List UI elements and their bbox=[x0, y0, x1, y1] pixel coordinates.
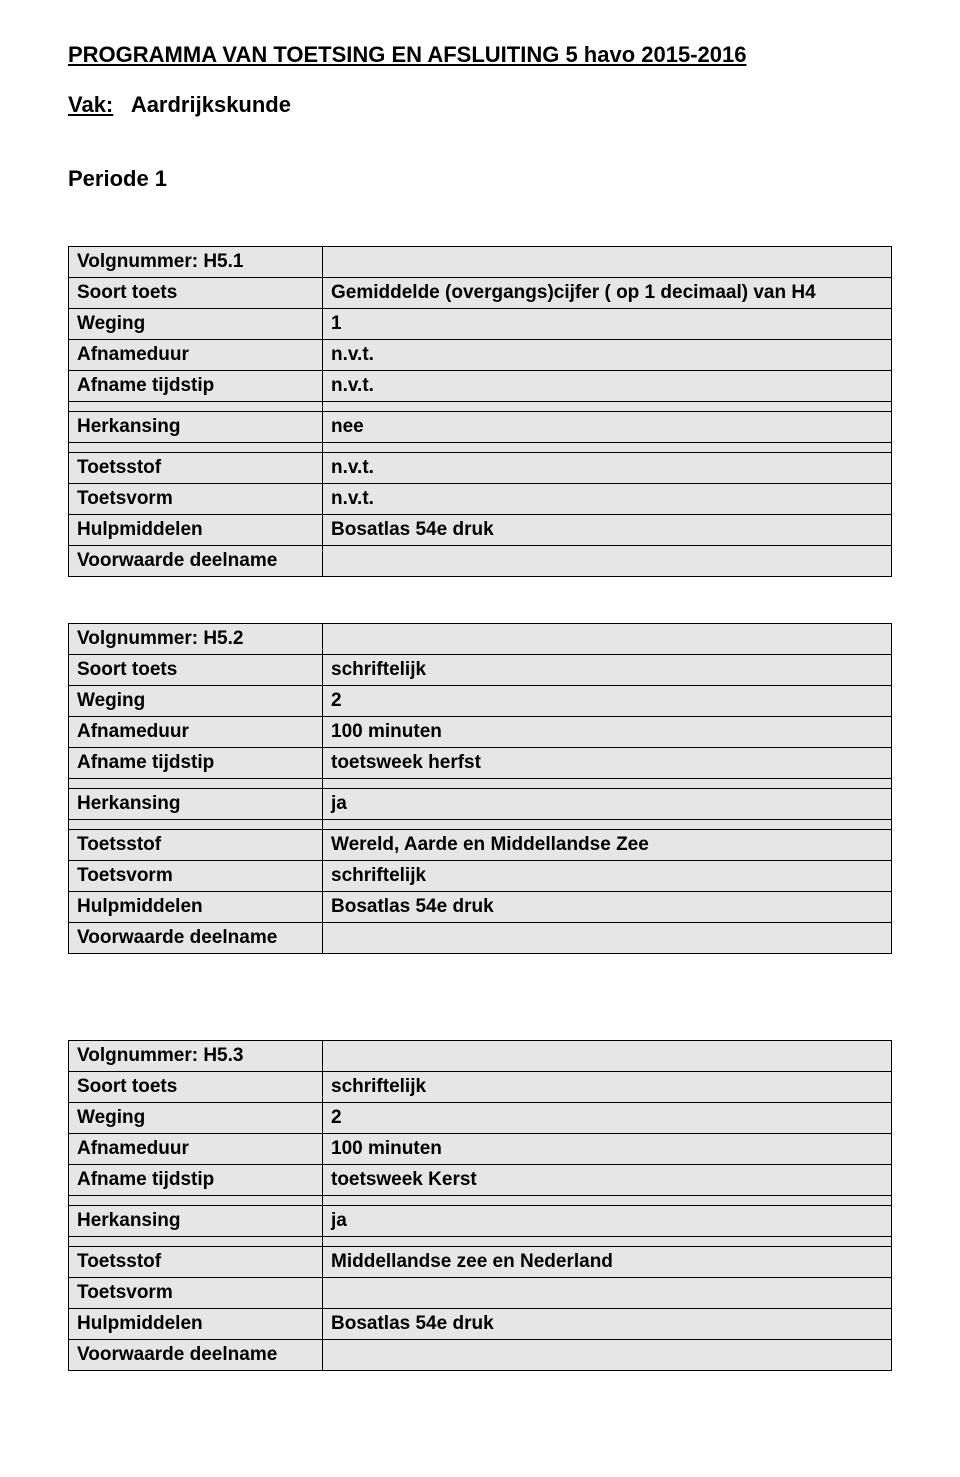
hulpmiddelen-label: Hulpmiddelen bbox=[69, 892, 323, 923]
afname-tijdstip-value: n.v.t. bbox=[323, 371, 892, 402]
afnameduur-label: Afnameduur bbox=[69, 340, 323, 371]
volgnummer-value: H5.1 bbox=[203, 251, 243, 272]
volgnummer-cell: Volgnummer: H5.3 bbox=[69, 1041, 323, 1072]
weging-value: 1 bbox=[323, 309, 892, 340]
weging-value: 2 bbox=[323, 686, 892, 717]
periode-heading: Periode 1 bbox=[68, 166, 892, 192]
voorwaarde-label: Voorwaarde deelname bbox=[69, 1340, 323, 1371]
volgnummer-label: Volgnummer: bbox=[77, 1045, 198, 1066]
afname-tijdstip-value: toetsweek herfst bbox=[323, 748, 892, 779]
weging-label: Weging bbox=[69, 1103, 323, 1134]
volgnummer-cell: Volgnummer: H5.1 bbox=[69, 247, 323, 278]
volgnummer-label: Volgnummer: bbox=[77, 628, 198, 649]
volgnummer-value: H5.2 bbox=[203, 628, 243, 649]
herkansing-value: nee bbox=[323, 412, 892, 443]
voorwaarde-value bbox=[323, 1340, 892, 1371]
herkansing-label: Herkansing bbox=[69, 789, 323, 820]
afname-tijdstip-label: Afname tijdstip bbox=[69, 1165, 323, 1196]
voorwaarde-value bbox=[323, 923, 892, 954]
subject-line: Vak: Aardrijkskunde bbox=[68, 92, 892, 118]
subject-value: Aardrijkskunde bbox=[131, 92, 291, 117]
voorwaarde-label: Voorwaarde deelname bbox=[69, 546, 323, 577]
assessment-block: Volgnummer: H5.1 Soort toets Gemiddelde … bbox=[68, 246, 892, 577]
afname-tijdstip-label: Afname tijdstip bbox=[69, 748, 323, 779]
hulpmiddelen-value: Bosatlas 54e druk bbox=[323, 892, 892, 923]
weging-value: 2 bbox=[323, 1103, 892, 1134]
toetsstof-label: Toetsstof bbox=[69, 1247, 323, 1278]
weging-label: Weging bbox=[69, 309, 323, 340]
toetsstof-value: Wereld, Aarde en Middellandse Zee bbox=[323, 830, 892, 861]
volgnummer-empty bbox=[323, 624, 892, 655]
hulpmiddelen-label: Hulpmiddelen bbox=[69, 1309, 323, 1340]
herkansing-label: Herkansing bbox=[69, 1206, 323, 1237]
afname-tijdstip-value: toetsweek Kerst bbox=[323, 1165, 892, 1196]
voorwaarde-value bbox=[323, 546, 892, 577]
herkansing-value: ja bbox=[323, 789, 892, 820]
soort-toets-label: Soort toets bbox=[69, 655, 323, 686]
assessment-block: Volgnummer: H5.3 Soort toets schriftelij… bbox=[68, 1040, 892, 1371]
hulpmiddelen-value: Bosatlas 54e druk bbox=[323, 1309, 892, 1340]
toetsstof-value: n.v.t. bbox=[323, 453, 892, 484]
herkansing-value: ja bbox=[323, 1206, 892, 1237]
volgnummer-empty bbox=[323, 247, 892, 278]
assessment-table: Volgnummer: H5.2 Soort toets schriftelij… bbox=[68, 623, 892, 954]
afnameduur-label: Afnameduur bbox=[69, 1134, 323, 1165]
assessment-table: Volgnummer: H5.1 Soort toets Gemiddelde … bbox=[68, 246, 892, 577]
hulpmiddelen-label: Hulpmiddelen bbox=[69, 515, 323, 546]
soort-toets-label: Soort toets bbox=[69, 1072, 323, 1103]
assessment-table: Volgnummer: H5.3 Soort toets schriftelij… bbox=[68, 1040, 892, 1371]
toetsstof-label: Toetsstof bbox=[69, 453, 323, 484]
hulpmiddelen-value: Bosatlas 54e druk bbox=[323, 515, 892, 546]
toetsvorm-label: Toetsvorm bbox=[69, 861, 323, 892]
assessment-block: Volgnummer: H5.2 Soort toets schriftelij… bbox=[68, 623, 892, 954]
page: PROGRAMMA VAN TOETSING EN AFSLUITING 5 h… bbox=[0, 0, 960, 1477]
toetsstof-value: Middellandse zee en Nederland bbox=[323, 1247, 892, 1278]
volgnummer-value: H5.3 bbox=[203, 1045, 243, 1066]
volgnummer-cell: Volgnummer: H5.2 bbox=[69, 624, 323, 655]
page-title: PROGRAMMA VAN TOETSING EN AFSLUITING 5 h… bbox=[68, 42, 892, 68]
toetsvorm-value: n.v.t. bbox=[323, 484, 892, 515]
weging-label: Weging bbox=[69, 686, 323, 717]
volgnummer-empty bbox=[323, 1041, 892, 1072]
toetsvorm-value: schriftelijk bbox=[323, 861, 892, 892]
voorwaarde-label: Voorwaarde deelname bbox=[69, 923, 323, 954]
soort-toets-value: schriftelijk bbox=[323, 1072, 892, 1103]
afnameduur-value: 100 minuten bbox=[323, 1134, 892, 1165]
volgnummer-label: Volgnummer: bbox=[77, 251, 198, 272]
soort-toets-value: Gemiddelde (overgangs)cijfer ( op 1 deci… bbox=[323, 278, 892, 309]
afname-tijdstip-label: Afname tijdstip bbox=[69, 371, 323, 402]
toetsvorm-value bbox=[323, 1278, 892, 1309]
afnameduur-value: 100 minuten bbox=[323, 717, 892, 748]
toetsvorm-label: Toetsvorm bbox=[69, 484, 323, 515]
afnameduur-label: Afnameduur bbox=[69, 717, 323, 748]
toetsstof-label: Toetsstof bbox=[69, 830, 323, 861]
soort-toets-label: Soort toets bbox=[69, 278, 323, 309]
soort-toets-value: schriftelijk bbox=[323, 655, 892, 686]
subject-label: Vak: bbox=[68, 92, 113, 117]
herkansing-label: Herkansing bbox=[69, 412, 323, 443]
toetsvorm-label: Toetsvorm bbox=[69, 1278, 323, 1309]
afnameduur-value: n.v.t. bbox=[323, 340, 892, 371]
